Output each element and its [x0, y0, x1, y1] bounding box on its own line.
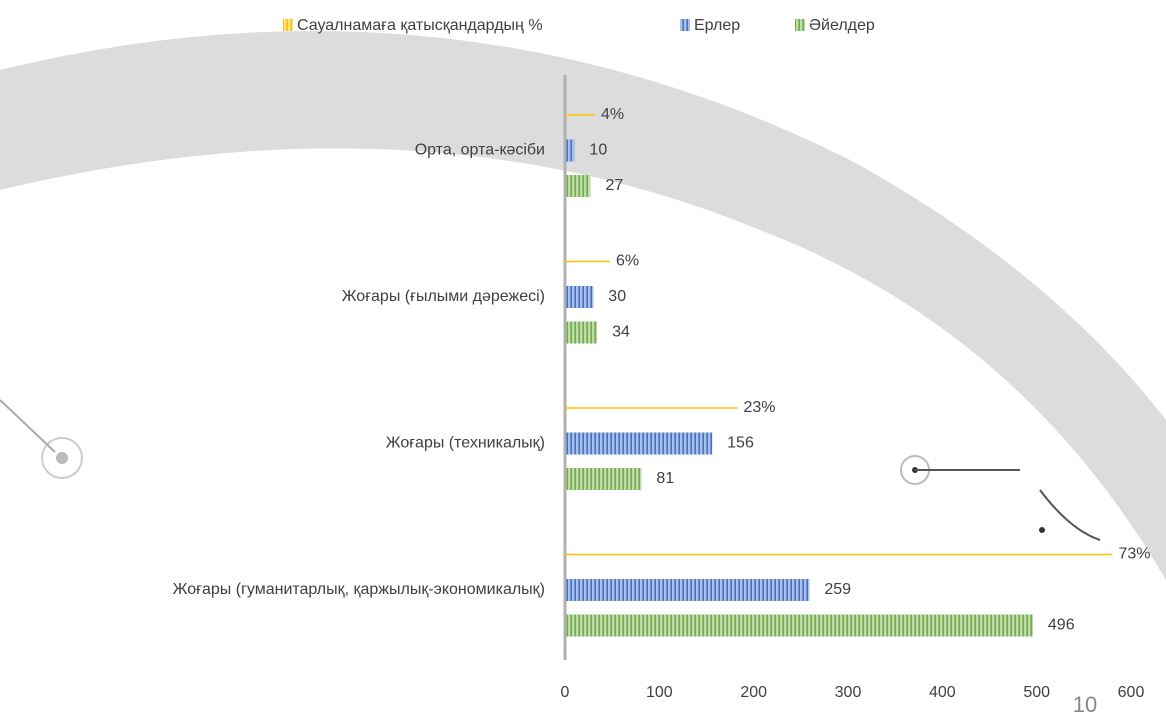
x-tick-label: 100: [646, 684, 673, 701]
x-tick-label: 600: [1118, 684, 1145, 701]
data-label: 10: [589, 142, 607, 159]
bar-stripes: [566, 139, 575, 162]
data-label: 27: [605, 177, 623, 194]
bar-stripes: [566, 614, 1033, 637]
data-label: 259: [824, 581, 851, 598]
data-label: 6%: [616, 253, 639, 270]
x-tick-label: 0: [561, 684, 570, 701]
data-label: 496: [1048, 617, 1075, 634]
bar-stripes: [566, 579, 810, 601]
x-tick-label: 500: [1023, 684, 1050, 701]
data-label: 30: [608, 288, 626, 305]
data-label: 156: [727, 435, 754, 452]
bar-stripes: [566, 468, 642, 490]
bar-stripes: [566, 432, 713, 455]
legend-label: Сауалнамаға қатысқандардың %: [297, 17, 543, 34]
x-tick-label: 200: [740, 684, 767, 701]
legend-label: Ерлер: [694, 17, 740, 34]
legend-swatch-stripes: [795, 19, 805, 31]
category-label: Жоғары (техникалық): [386, 435, 545, 452]
bar-stripes: [566, 321, 598, 344]
data-label: 73%: [1119, 546, 1151, 563]
page-number: 10: [1073, 692, 1097, 717]
data-label: 4%: [601, 106, 624, 123]
background-decoration: [0, 30, 1166, 580]
data-label: 23%: [744, 399, 776, 416]
category-label: Орта, орта-кәсіби: [415, 142, 545, 159]
bar-stripes: [566, 175, 591, 197]
x-tick-label: 300: [835, 684, 862, 701]
x-tick-label: 400: [929, 684, 956, 701]
category-label: Жоғары (гуманитарлық, қаржылық-экономика…: [173, 581, 545, 598]
data-label: 81: [656, 470, 674, 487]
legend-swatch-stripes: [680, 19, 690, 31]
category-label: Жоғары (ғылыми дәрежесі): [342, 288, 545, 305]
bar-stripes: [566, 286, 594, 308]
legend-label: Әйелдер: [809, 17, 875, 34]
legend-swatch-stripes: [283, 19, 293, 31]
data-label: 34: [612, 324, 630, 341]
